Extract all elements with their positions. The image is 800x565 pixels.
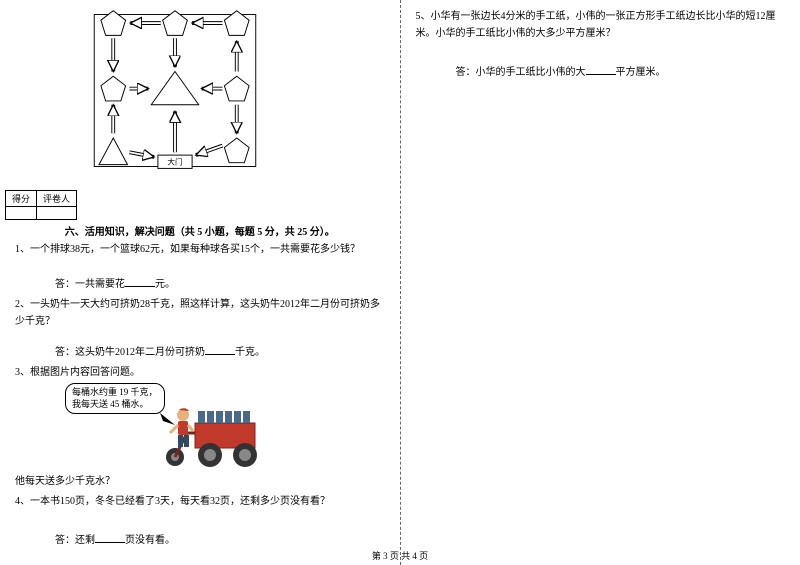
q1-ans-post: 元。 — [155, 279, 175, 290]
q4-ans-post: 页没有看。 — [125, 535, 175, 546]
q4-ans-pre: 答：还剩 — [55, 535, 95, 546]
q2-ans-pre: 答：这头奶牛2012年二月份可挤奶 — [55, 347, 205, 358]
delivery-illustration: 每桶水约重 19 千克， 我每天送 45 桶水。 — [65, 383, 285, 473]
question-3: 3、根据图片内容回答问题。 每桶水约重 19 千克， 我每天送 45 桶水。 — [15, 364, 385, 490]
q3-text: 根据图片内容回答问题。 — [30, 367, 140, 378]
shape-maze-diagram: 大门 — [75, 5, 275, 185]
q3-sub: 他每天送多少千克水？ — [15, 473, 385, 490]
q5-text: 小华有一张边长4分米的手工纸，小伟的一张正方形手工纸边长比小华的短12厘米。小华… — [416, 11, 776, 39]
question-5: 5、小华有一张边长4分米的手工纸，小伟的一张正方形手工纸边长比小华的短12厘米。… — [416, 8, 786, 81]
score-table: 得分 评卷人 — [5, 190, 77, 220]
q4-text: 一本书150页，冬冬已经看了3天，每天看32页，还剩多少页没有看？ — [30, 496, 330, 507]
q1-num: 1、 — [15, 244, 30, 255]
q1-blank[interactable] — [125, 276, 155, 287]
page-footer: 第 3 页 共 4 页 — [0, 549, 800, 562]
q2-blank[interactable] — [205, 344, 235, 355]
score-cell: 得分 — [6, 191, 37, 207]
q2-text: 一头奶牛一天大约可挤奶28千克，照这样计算，这头奶牛2012年二月份可挤奶多少千… — [15, 299, 380, 327]
question-1: 1、一个排球38元，一个篮球62元，如果每种球各买15个，一共需要花多少钱？ 答… — [15, 241, 385, 293]
q2-num: 2、 — [15, 299, 30, 310]
q3-num: 3、 — [15, 367, 30, 378]
door-label: 大门 — [167, 157, 182, 167]
q1-text: 一个排球38元，一个篮球62元，如果每种球各买15个，一共需要花多少钱？ — [30, 244, 360, 255]
grader-cell: 评卷人 — [37, 191, 77, 207]
q2-ans-post: 千克。 — [235, 347, 265, 358]
q5-num: 5、 — [416, 11, 431, 22]
q4-blank[interactable] — [95, 532, 125, 543]
question-2: 2、一头奶牛一天大约可挤奶28千克，照这样计算，这头奶牛2012年二月份可挤奶多… — [15, 296, 385, 361]
section-6-title: 六、活用知识，解决问题（共 5 小题，每题 5 分，共 25 分）。 — [5, 223, 395, 238]
right-column: 5、小华有一张边长4分米的手工纸，小伟的一张正方形手工纸边长比小华的短12厘米。… — [401, 0, 800, 565]
q1-ans-pre: 答：一共需要花 — [55, 279, 125, 290]
tricycle-svg — [65, 383, 285, 473]
q5-ans-pre: 答：小华的手工纸比小伟的大 — [456, 67, 586, 78]
q4-num: 4、 — [15, 496, 30, 507]
q5-blank[interactable] — [586, 64, 616, 75]
left-column: 大门 — [0, 0, 401, 565]
q5-ans-post: 平方厘米。 — [616, 67, 666, 78]
question-4: 4、一本书150页，冬冬已经看了3天，每天看32页，还剩多少页没有看？ 答：还剩… — [15, 493, 385, 549]
